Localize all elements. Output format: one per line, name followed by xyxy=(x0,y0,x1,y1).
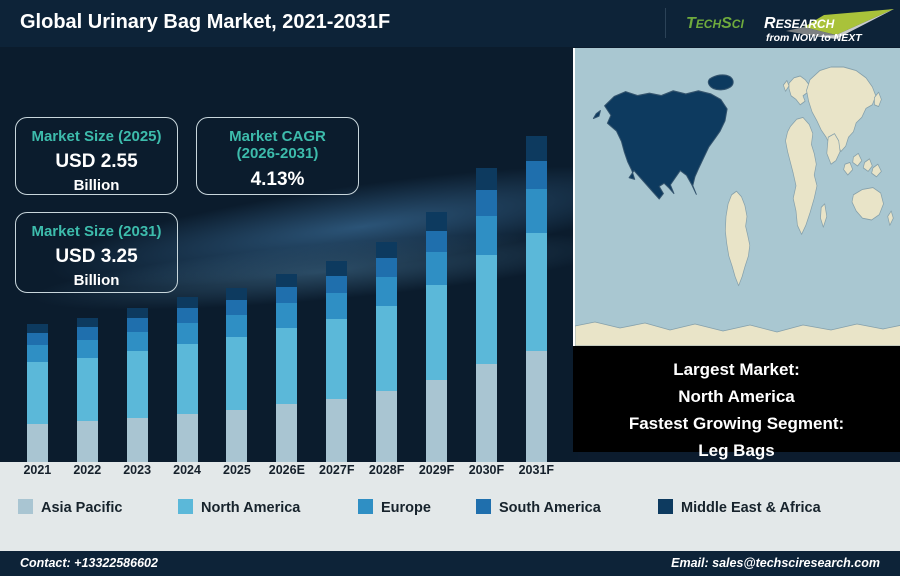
svg-text:from NOW to NEXT: from NOW to NEXT xyxy=(766,32,863,44)
svg-text:RESEARCH: RESEARCH xyxy=(764,15,835,32)
svg-text:TECHSCI: TECHSCI xyxy=(686,15,744,32)
